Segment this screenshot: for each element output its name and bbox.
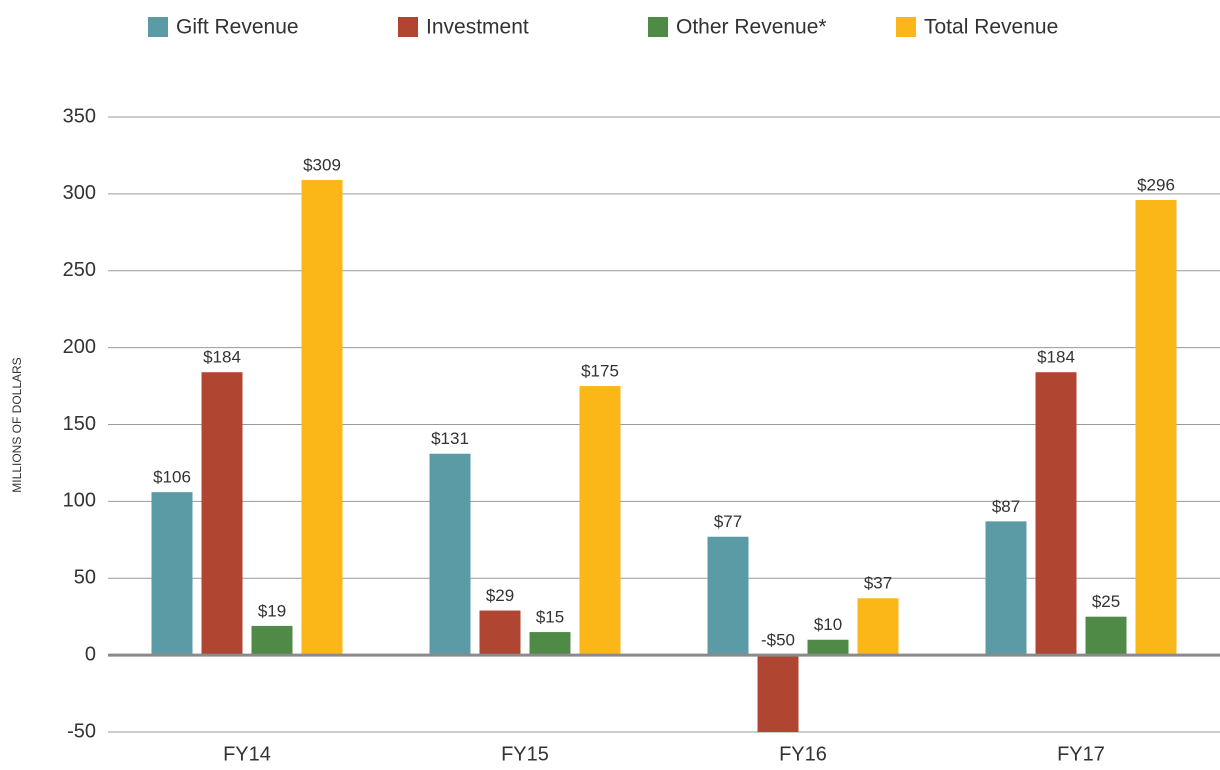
bar <box>1085 616 1127 656</box>
data-label: $106 <box>153 468 191 487</box>
bar <box>807 639 849 656</box>
data-label: $10 <box>814 615 842 634</box>
bar <box>429 453 471 656</box>
x-tick-label: FY16 <box>779 743 827 765</box>
y-tick-label: -50 <box>67 720 96 742</box>
legend-swatch <box>398 17 418 37</box>
data-label: $184 <box>203 348 241 367</box>
data-label: $77 <box>714 512 742 531</box>
data-label: $184 <box>1037 348 1075 367</box>
legend-swatch <box>648 17 668 37</box>
legend-swatch <box>148 17 168 37</box>
legend-label: Total Revenue <box>924 16 1058 39</box>
data-label: $175 <box>581 362 619 381</box>
data-label: $29 <box>486 586 514 605</box>
bar <box>707 536 749 656</box>
y-tick-label: 50 <box>74 567 96 589</box>
bar <box>479 610 521 656</box>
bar <box>985 521 1027 656</box>
data-label: $131 <box>431 429 469 448</box>
data-label: $15 <box>536 608 564 627</box>
legend-label: Investment <box>426 16 529 39</box>
y-tick-label: 0 <box>85 643 96 665</box>
data-label: $296 <box>1137 176 1175 195</box>
y-tick-label: 150 <box>63 413 96 435</box>
y-tick-label: 300 <box>63 182 96 204</box>
x-tick-label: FY15 <box>501 743 549 765</box>
bar <box>1135 200 1177 656</box>
legend-label: Gift Revenue <box>176 16 299 39</box>
x-tick-label: FY17 <box>1057 743 1105 765</box>
y-tick-label: 100 <box>63 490 96 512</box>
data-label: -$50 <box>761 631 795 650</box>
y-tick-label: 250 <box>63 259 96 281</box>
y-tick-label: 200 <box>63 336 96 358</box>
data-label: $19 <box>258 601 286 620</box>
bar <box>151 492 193 656</box>
x-tick-label: FY14 <box>223 743 271 765</box>
legend-label: Other Revenue* <box>676 16 827 39</box>
data-label: $25 <box>1092 592 1120 611</box>
bar <box>529 632 571 656</box>
legend-swatch <box>896 17 916 37</box>
bar <box>757 655 799 732</box>
bar <box>301 180 343 656</box>
y-tick-label: 350 <box>63 105 96 127</box>
bar <box>579 386 621 656</box>
data-label: $309 <box>303 156 341 175</box>
y-axis-label: MILLIONS OF DOLLARS <box>10 357 24 492</box>
data-label: $87 <box>992 497 1020 516</box>
bar <box>251 625 293 656</box>
bar <box>857 598 899 656</box>
bar <box>1035 372 1077 656</box>
bar <box>201 372 243 656</box>
data-label: $37 <box>864 574 892 593</box>
